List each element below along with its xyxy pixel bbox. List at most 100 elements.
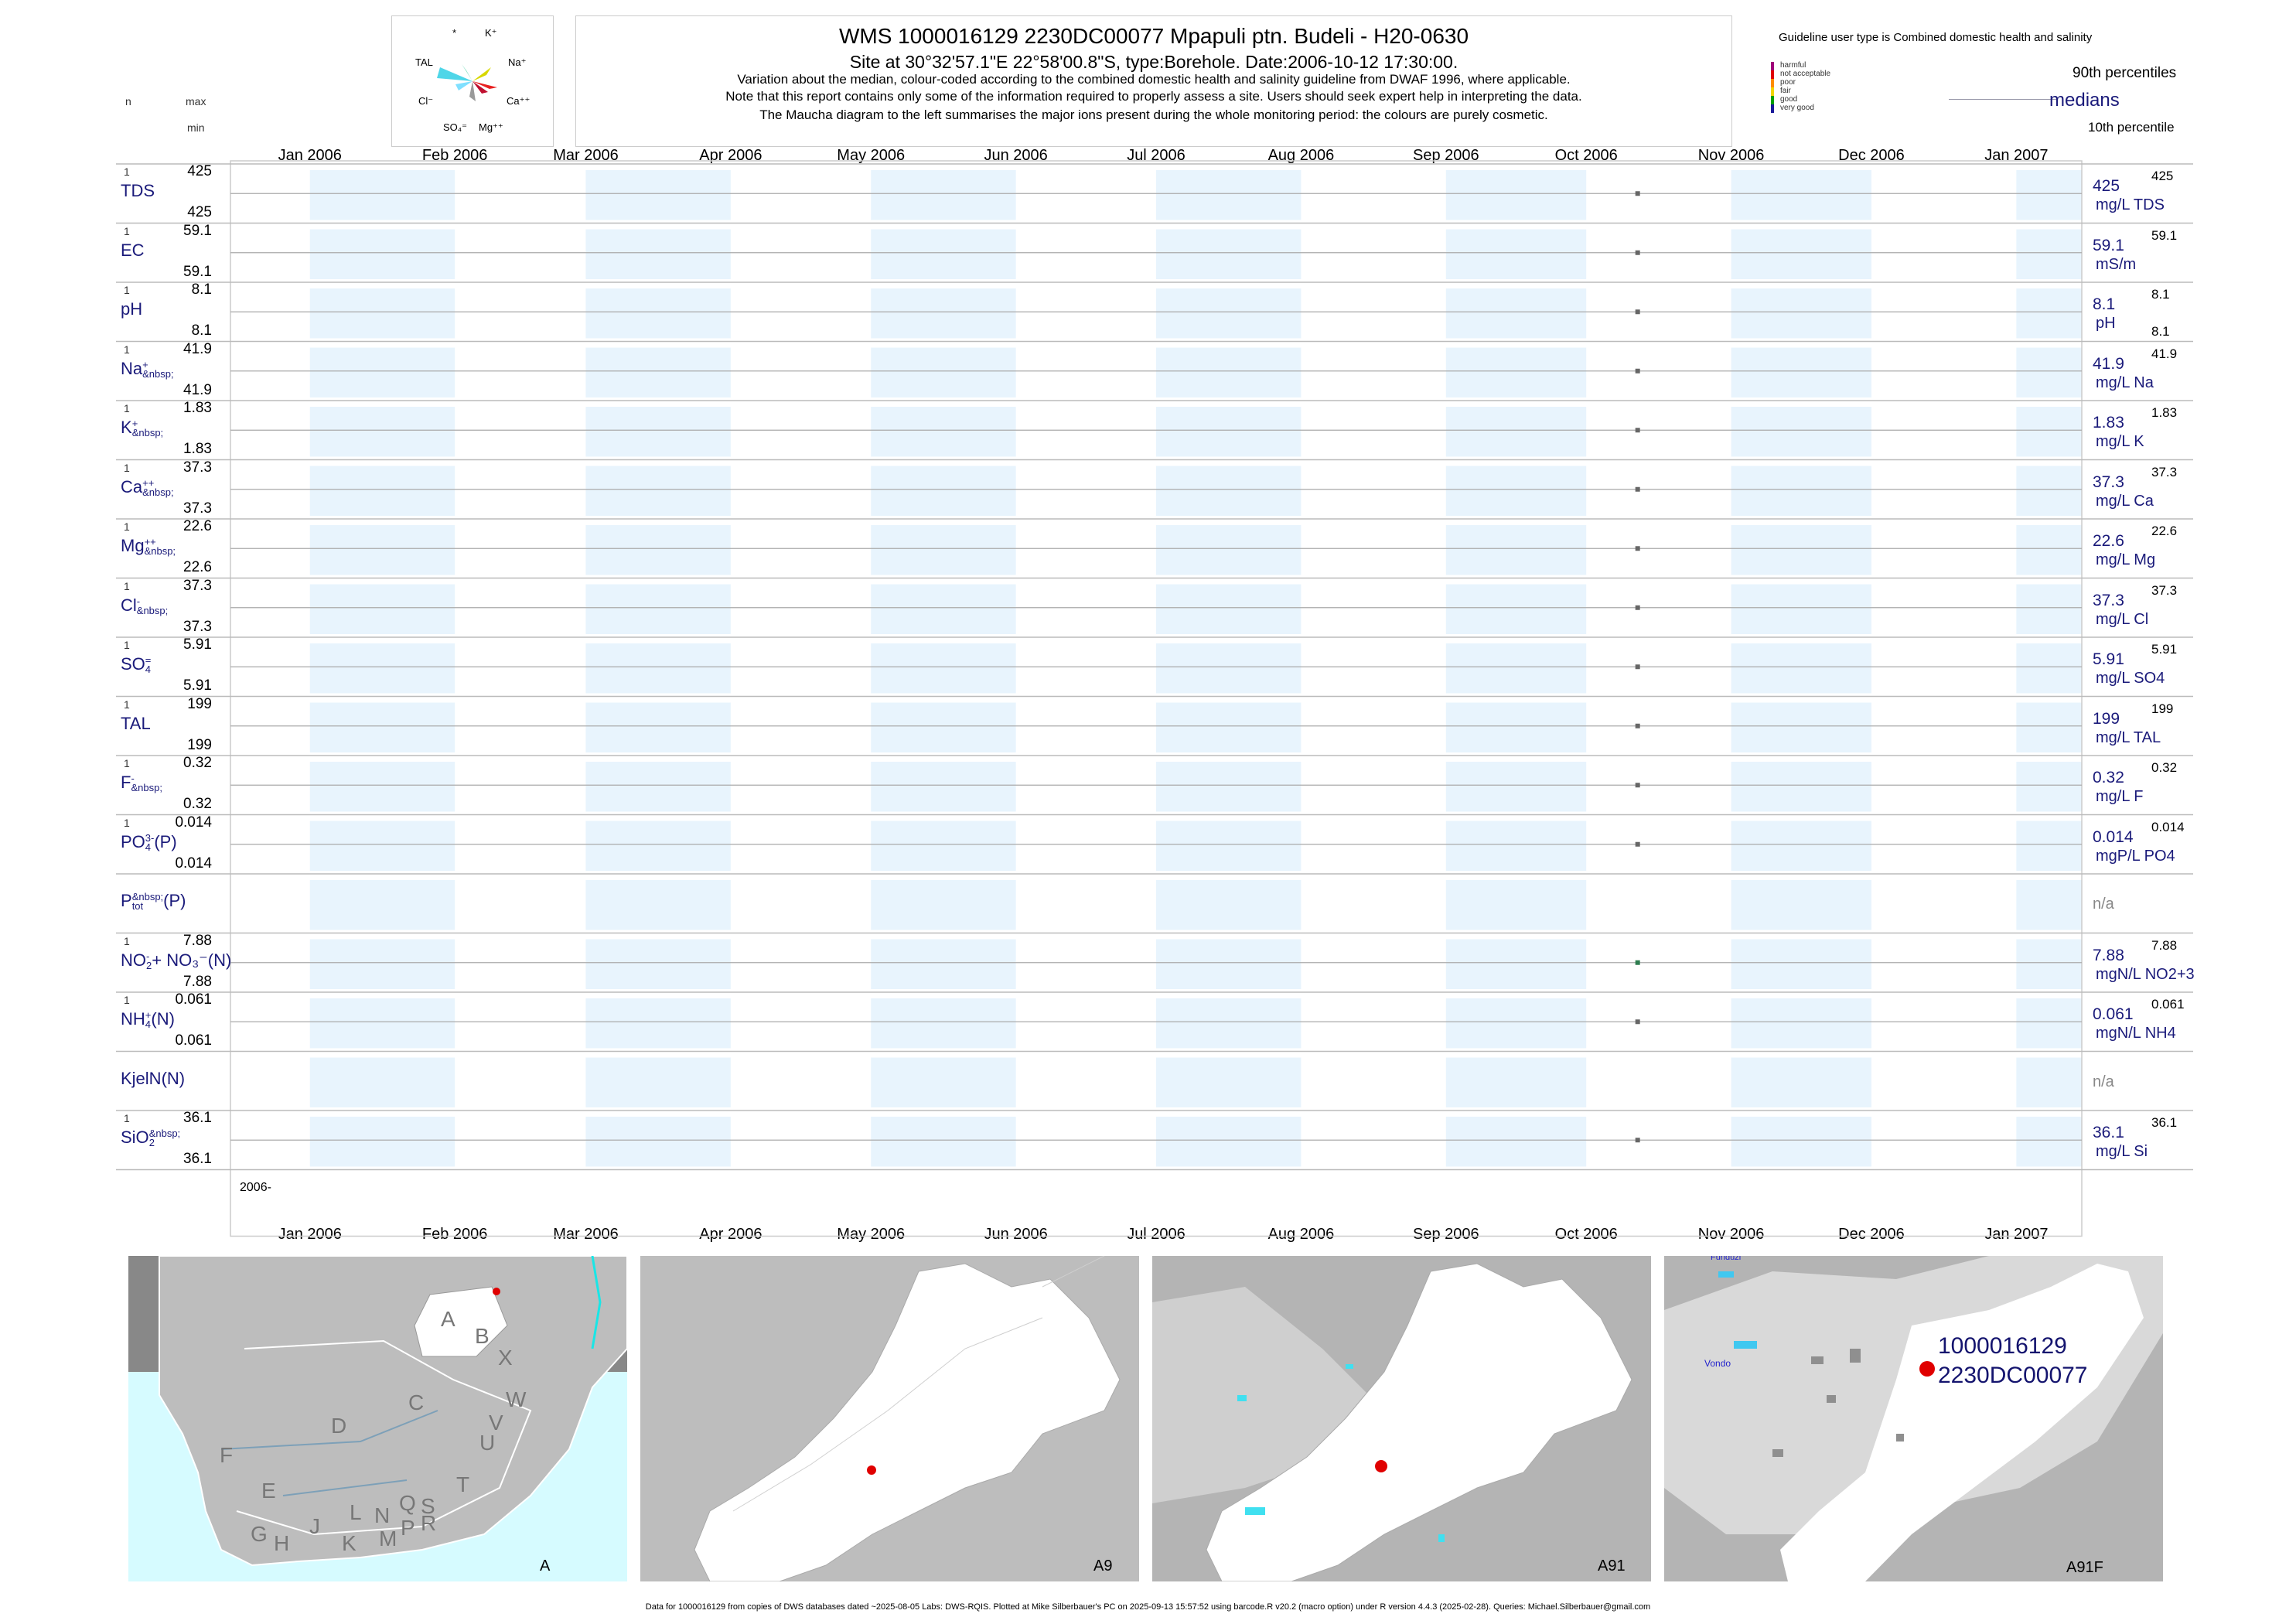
month-band [585, 584, 731, 634]
row-unit-3: mg/L Na [2096, 374, 2154, 391]
month-label-top-11: Dec 2006 [1838, 147, 1905, 164]
month-band [871, 762, 1016, 812]
p10-label: 10th percentile [2088, 120, 2175, 135]
month-label-bottom-7: Aug 2006 [1267, 1226, 1335, 1243]
title-box: WMS 1000016129 2230DC00077 Mpapuli ptn. … [575, 15, 1732, 147]
month-band [1156, 170, 1302, 220]
month-band [1156, 998, 1302, 1049]
guideline-swatch-0 [1771, 62, 1774, 70]
data-point-2 [1635, 309, 1640, 315]
row-unit-7: mg/L Cl [2096, 610, 2149, 628]
data-point-14 [1635, 1019, 1640, 1025]
month-band [1156, 939, 1302, 989]
row-median-9: 199 [2093, 709, 2120, 728]
row-p90-9: 199 [2151, 701, 2174, 716]
data-point-0 [1635, 191, 1640, 196]
site-dot-a91 [1375, 1460, 1387, 1472]
row-max-7: 37.3 [183, 577, 212, 594]
map-a-region-N: N [374, 1503, 391, 1527]
month-band [1731, 998, 1871, 1049]
map-a-region-F: F [220, 1443, 234, 1467]
row-p90-1: 59.1 [2151, 227, 2178, 243]
row-unit-11: mgP/L PO4 [2096, 847, 2175, 865]
month-band [871, 821, 1016, 871]
month-band [1156, 288, 1302, 339]
month-band [309, 1057, 455, 1107]
row-median-10: 0.32 [2093, 769, 2124, 786]
guideline-swatch-4 [1771, 96, 1774, 104]
row-name-11: PO 3- 4 (P) [121, 831, 177, 853]
row-max-13: 7.88 [183, 932, 212, 949]
row-median-4: 1.83 [2093, 414, 2124, 432]
month-band [2016, 229, 2082, 279]
month-band [1156, 347, 1302, 397]
month-label-top-3: Apr 2006 [699, 147, 762, 164]
month-band [1445, 288, 1587, 339]
row-n-6: 1 [124, 520, 130, 533]
row-min-6: 22.6 [183, 559, 212, 575]
row-median-1: 59.1 [2093, 236, 2124, 254]
month-band [871, 1117, 1016, 1167]
row-n-2: 1 [124, 284, 130, 296]
row-min-11: 0.014 [175, 855, 212, 872]
row-min-1: 59.1 [183, 263, 212, 280]
row-unit-1: mS/m [2096, 255, 2137, 273]
row-median-0: 425 [2093, 177, 2120, 195]
month-band [1731, 584, 1871, 634]
medians-label: medians [2049, 90, 2120, 111]
month-label-bottom-8: Sep 2006 [1412, 1226, 1479, 1243]
month-label-bottom-5: Jun 2006 [984, 1226, 1048, 1243]
row-n-7: 1 [124, 579, 130, 592]
month-band [2016, 939, 2082, 989]
col-max-header: max [186, 95, 206, 107]
site-dot-a91f [1919, 1361, 1935, 1377]
row-name-1: EC [121, 240, 145, 260]
note-1: Variation about the median, colour-coded… [737, 72, 1571, 87]
row-unit-10: mg/L F [2096, 788, 2144, 805]
month-band [1156, 702, 1302, 752]
maucha-diagram: * K⁺ TAL Na⁺ Cl⁻ Ca⁺⁺ SO₄⁼ Mg⁺⁺ [391, 15, 554, 147]
month-band [1731, 643, 1871, 694]
map-a91f: Funduzi Vondo 1000016129 2230DC00077 A91… [1664, 1256, 2163, 1581]
map-a-region-H: H [274, 1531, 290, 1555]
month-band [309, 702, 455, 752]
map-a91f-place-top: Funduzi [1711, 1256, 1742, 1262]
month-band [871, 466, 1016, 516]
row-median-13: 7.88 [2093, 946, 2124, 964]
month-label-bottom-10: Nov 2006 [1697, 1226, 1765, 1243]
row-min-8: 5.91 [183, 677, 212, 694]
month-band [309, 288, 455, 339]
month-label-top-0: Jan 2006 [278, 147, 342, 164]
map-a91-label: A91 [1598, 1557, 1626, 1575]
data-point-3 [1635, 368, 1640, 374]
site-dot-a9 [867, 1465, 876, 1475]
row-unit-0: mg/L TDS [2096, 196, 2165, 213]
row-n-8: 1 [124, 639, 130, 651]
month-band [309, 939, 455, 989]
row-unit-6: mg/L Mg [2096, 551, 2156, 568]
map-a91f-place: Vondo [1704, 1358, 1731, 1369]
month-band [2016, 407, 2082, 457]
month-band [2016, 170, 2082, 220]
month-band [1445, 347, 1587, 397]
month-label-top-7: Aug 2006 [1267, 147, 1335, 164]
row-name-2: pH [121, 299, 143, 319]
row-min-14: 0.061 [175, 1032, 212, 1049]
row-min-16: 36.1 [183, 1151, 212, 1167]
month-label-bottom-11: Dec 2006 [1838, 1226, 1905, 1243]
month-band [309, 347, 455, 397]
month-band [1156, 466, 1302, 516]
month-label-bottom-1: Feb 2006 [421, 1226, 488, 1243]
data-point-13 [1635, 960, 1640, 965]
month-band [871, 702, 1016, 752]
row-unit-2: pH [2096, 315, 2116, 332]
row-min-13: 7.88 [183, 973, 212, 990]
month-band [1156, 821, 1302, 871]
month-band [1731, 347, 1871, 397]
data-point-10 [1635, 783, 1640, 788]
month-band [871, 584, 1016, 634]
month-label-bottom-3: Apr 2006 [699, 1226, 762, 1243]
map-a-region-W: W [506, 1387, 527, 1411]
row-median-3: 41.9 [2093, 354, 2124, 373]
month-band [309, 229, 455, 279]
